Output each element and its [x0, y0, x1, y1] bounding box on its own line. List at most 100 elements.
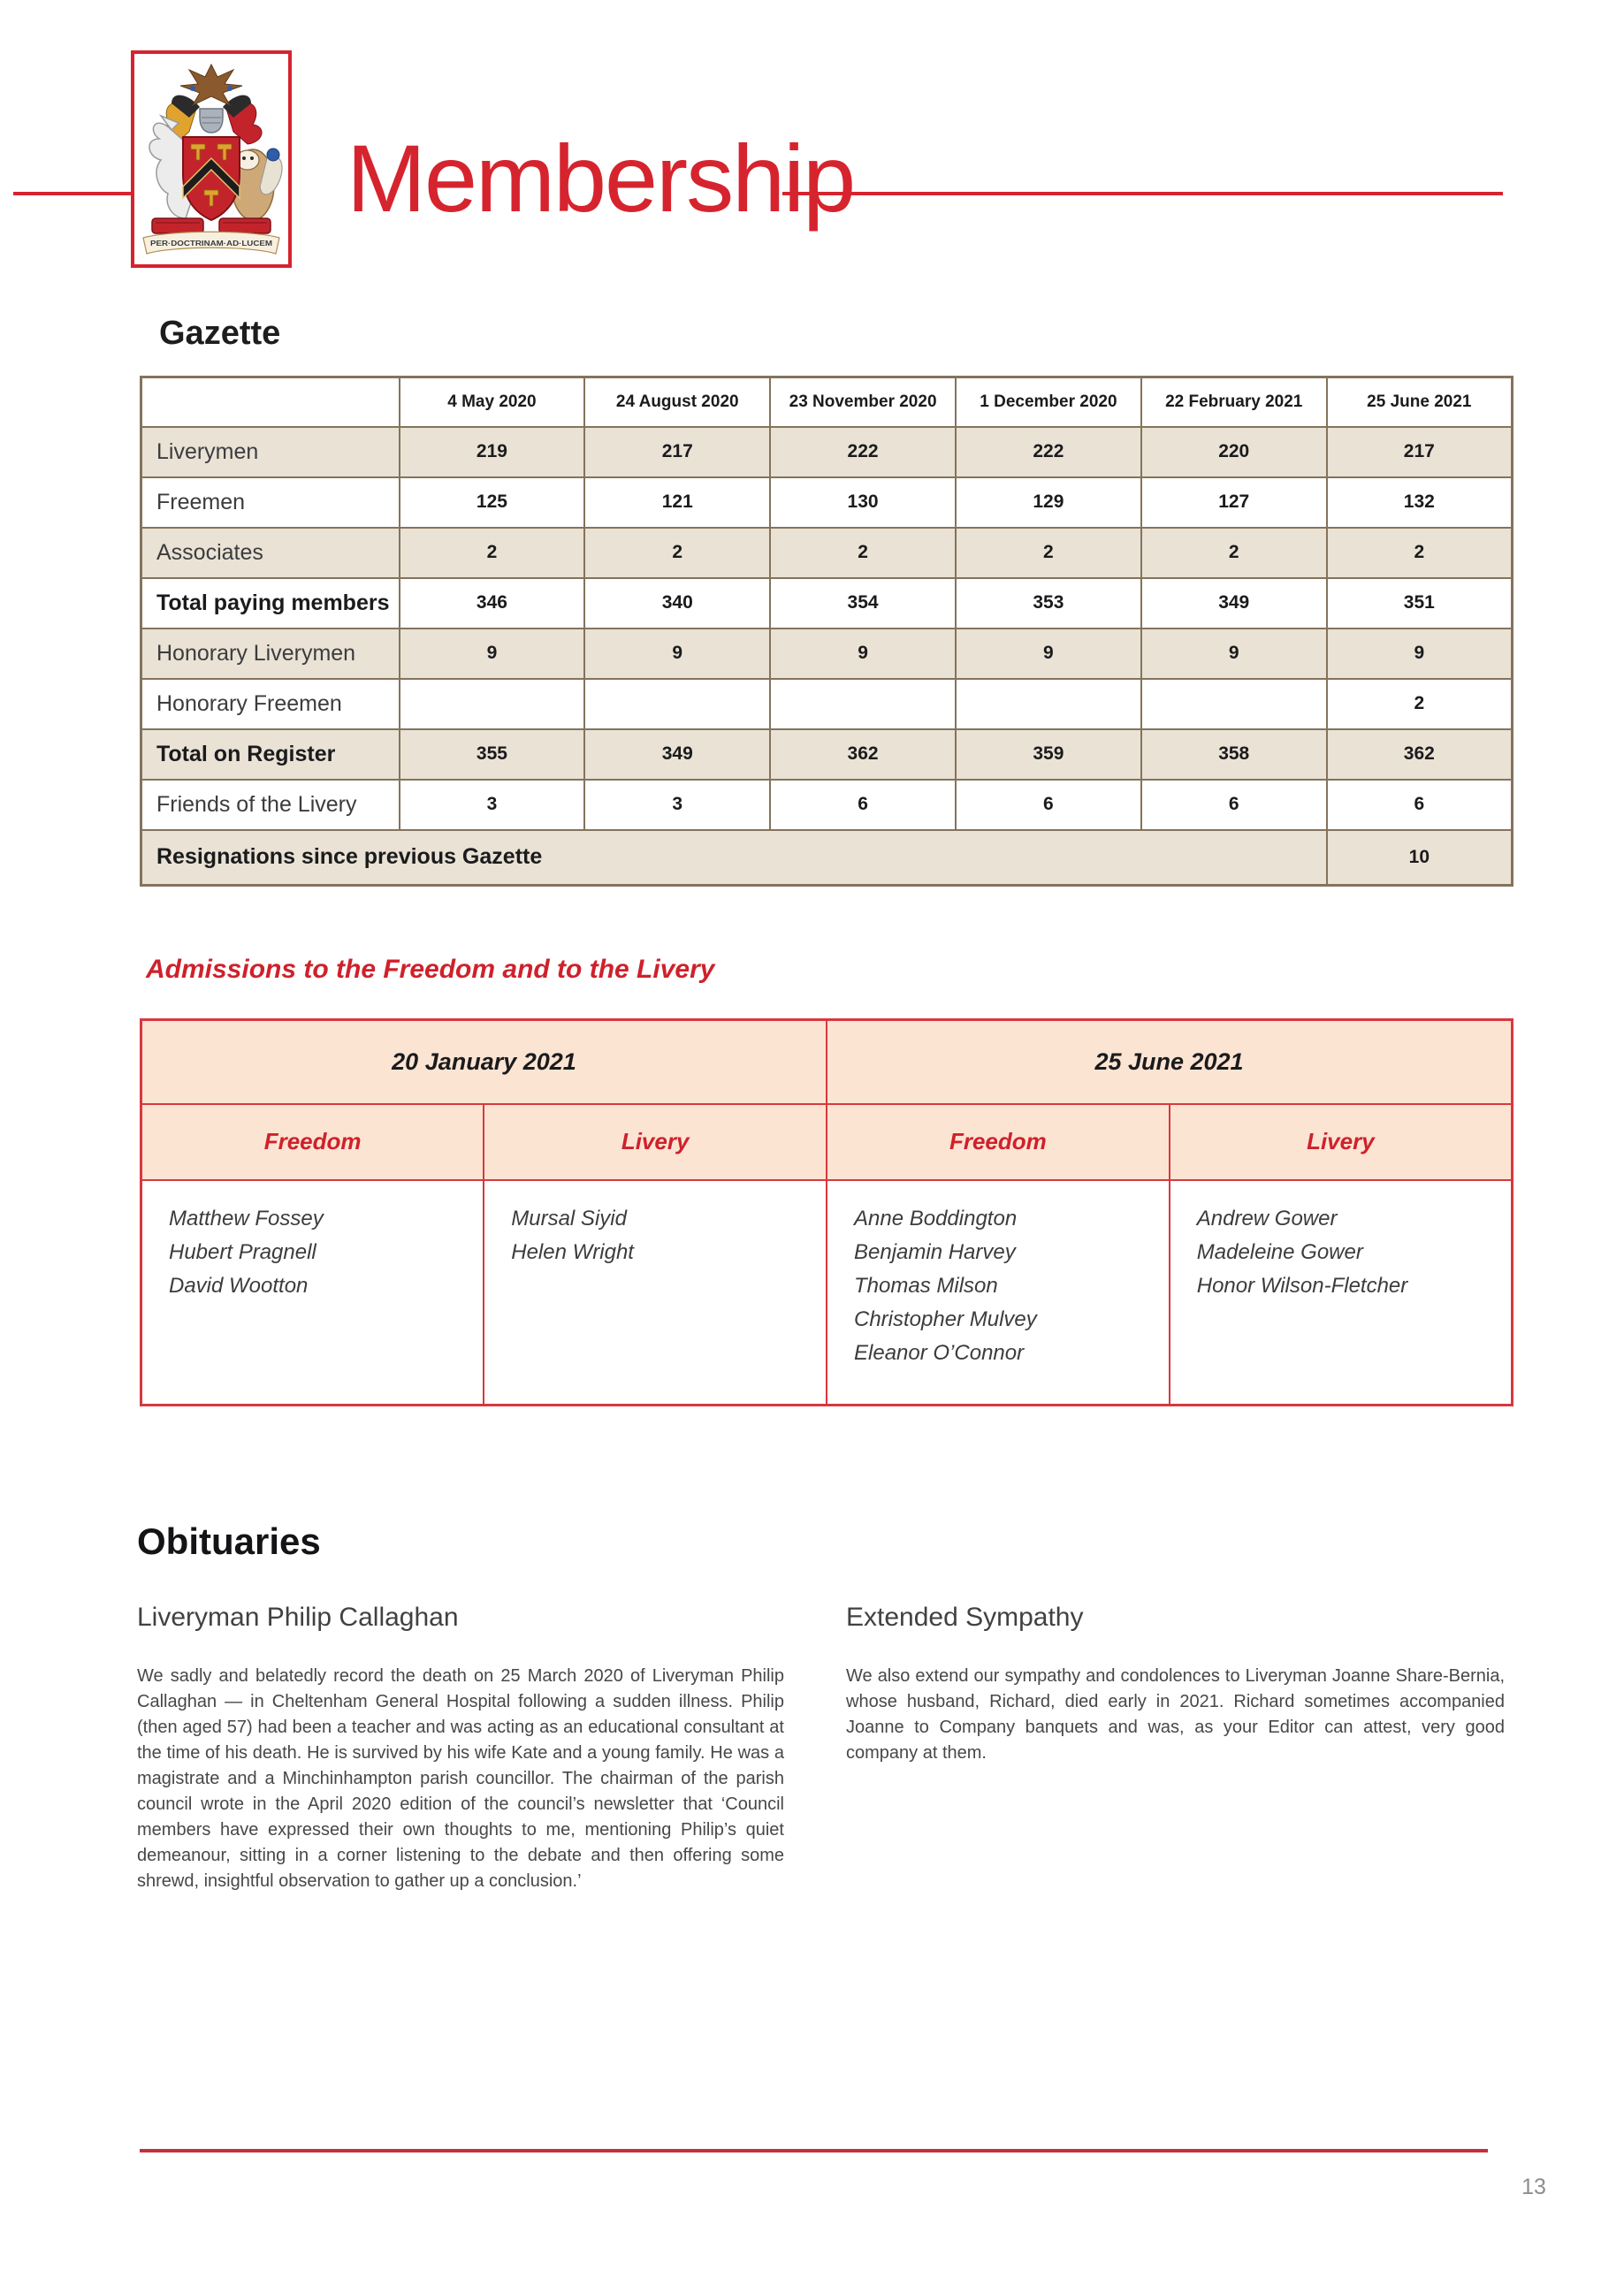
admissions-heading: Admissions to the Freedom and to the Liv…: [146, 955, 715, 984]
gazette-value-cell: 9: [954, 627, 1142, 680]
gazette-value-cell: 6: [1140, 778, 1328, 831]
gazette-column-header: 22 February 2021: [1140, 376, 1328, 428]
gazette-value-cell: [1140, 677, 1328, 730]
shield-charges: [190, 143, 233, 207]
book-right: [218, 217, 271, 234]
motto-text: PER·DOCTRINAM·AD·LUCEM: [150, 240, 272, 248]
admission-name: David Wootton: [169, 1273, 309, 1298]
gazette-value-cell: 219: [398, 425, 586, 478]
gazette-value-cell: [769, 677, 957, 730]
obituary-body-callaghan: We sadly and belatedly record the death …: [137, 1666, 784, 1891]
admissions-col-freedom: Freedom: [140, 1102, 485, 1181]
admissions-col-livery: Livery: [1168, 1102, 1513, 1181]
gazette-row: Honorary Freemen 2: [140, 677, 1513, 730]
gazette-value-cell: 132: [1325, 476, 1513, 529]
gazette-value-cell: 2: [398, 526, 586, 579]
admissions-names-freedom-jan: Matthew Fossey Hubert Pragnell David Woott…: [140, 1178, 485, 1406]
mantling-left-dark: [172, 95, 200, 118]
gazette-value-cell: 222: [954, 425, 1142, 478]
shield-chevron: [182, 156, 240, 200]
admissions-col-livery: Livery: [483, 1102, 827, 1181]
admission-name: Mursal Siyid: [511, 1206, 627, 1230]
admission-name: Eleanor O’Connor: [854, 1340, 1025, 1365]
admission-name: Honor Wilson-Fletcher: [1196, 1273, 1408, 1298]
gazette-value-cell: 358: [1140, 728, 1328, 781]
eagle-roundel-right: [227, 86, 233, 91]
gazette-row: Total paying members 346 340 354 353 349 351: [140, 576, 1513, 629]
owl-roundel: [266, 148, 280, 162]
gazette-value-cell: 220: [1140, 425, 1328, 478]
gazette-value-cell: 6: [954, 778, 1142, 831]
page-number: 13: [1521, 2175, 1546, 2199]
gazette-value-cell: 2: [1325, 677, 1513, 730]
gazette-row-label: Total paying members: [140, 576, 400, 629]
gazette-value-cell: 349: [583, 728, 772, 781]
gazette-row: Resignations since previous Gazette 10: [140, 828, 1513, 887]
admission-name: Andrew Gower: [1196, 1206, 1338, 1230]
admissions-names-freedom-jun: Anne Boddington Benjamin Harvey Thomas Mil…: [826, 1178, 1170, 1406]
gazette-value-cell: 359: [954, 728, 1142, 781]
crest-eagle: [179, 63, 243, 107]
gazette-value-cell: 129: [954, 476, 1142, 529]
gazette-heading: Gazette: [159, 315, 281, 352]
admissions-session-date: 25 June 2021: [826, 1018, 1513, 1105]
gazette-column-header: 4 May 2020: [398, 376, 586, 428]
gazette-value-cell: 10: [1325, 828, 1513, 887]
gazette-value-cell: 362: [1325, 728, 1513, 781]
obituary-subheading-sympathy: Extended Sympathy: [846, 1603, 1084, 1632]
eagle-roundel-left: [190, 86, 195, 91]
admissions-date-row: 20 January 2021 25 June 2021: [140, 1018, 1513, 1105]
obituary-subheading-callaghan: Liveryman Philip Callaghan: [137, 1603, 459, 1632]
gazette-value-cell: 2: [954, 526, 1142, 579]
gazette-row-label: Associates: [140, 526, 400, 579]
gazette-row: Honorary Liverymen 9 9 9 9 9 9: [140, 627, 1513, 680]
gazette-value-cell: 2: [769, 526, 957, 579]
admissions-names-livery-jun: Andrew Gower Madeleine Gower Honor Wilson-…: [1168, 1178, 1513, 1406]
gazette-value-cell: 9: [1325, 627, 1513, 680]
gazette-value-cell: 9: [1140, 627, 1328, 680]
company-crest: PER·DOCTRINAM·AD·LUCEM: [142, 63, 283, 255]
admissions-column-row: Freedom Livery Freedom Livery: [140, 1102, 1513, 1181]
title-rule-right: [782, 192, 1503, 195]
admission-name: Matthew Fossey: [169, 1206, 324, 1230]
gazette-row-label: Honorary Liverymen: [140, 627, 400, 680]
admission-name: Christopher Mulvey: [854, 1307, 1037, 1331]
gazette-value-cell: 2: [583, 526, 772, 579]
obituary-body-sympathy: We also extend our sympathy and condolen…: [846, 1666, 1505, 1763]
admission-name: Madeleine Gower: [1196, 1239, 1363, 1264]
gazette-row-label: Resignations since previous Gazette: [140, 828, 1328, 887]
mantling-right-dark: [223, 95, 251, 118]
admissions-names-row: Matthew Fossey Hubert Pragnell David Woott…: [140, 1178, 1513, 1406]
gazette-column-header: 25 June 2021: [1325, 376, 1513, 428]
gazette-corner-cell: [140, 376, 400, 428]
gazette-value-cell: 9: [583, 627, 772, 680]
gazette-row-label: Friends of the Livery: [140, 778, 400, 831]
admissions-table: 20 January 2021 25 June 2021 Freedom Liv…: [140, 1018, 1513, 1406]
gazette-value-cell: 353: [954, 576, 1142, 629]
gazette-column-header: 24 August 2020: [583, 376, 772, 428]
gazette-value-cell: 351: [1325, 576, 1513, 629]
admission-name: Helen Wright: [511, 1239, 634, 1264]
dragon-head: [158, 114, 180, 132]
company-crest-frame: PER·DOCTRINAM·AD·LUCEM: [131, 50, 292, 268]
title-rule-left: [13, 192, 131, 195]
gazette-row: Total on Register 355 349 362 359 358 362: [140, 728, 1513, 781]
gazette-value-cell: 9: [769, 627, 957, 680]
gazette-value-cell: 354: [769, 576, 957, 629]
gazette-value-cell: 3: [398, 778, 586, 831]
gazette-value-cell: 222: [769, 425, 957, 478]
gazette-value-cell: 349: [1140, 576, 1328, 629]
motto-ribbon: [142, 231, 280, 255]
gazette-row: Liverymen 219 217 222 222 220 217: [140, 425, 1513, 478]
gazette-row-label: Freemen: [140, 476, 400, 529]
admission-name: Anne Boddington: [854, 1206, 1018, 1230]
admission-name: Hubert Pragnell: [169, 1239, 316, 1264]
obituaries-heading: Obituaries: [137, 1520, 321, 1562]
gazette-header-row: 4 May 2020 24 August 2020 23 November 2020…: [140, 376, 1513, 428]
gazette-column-header: 23 November 2020: [769, 376, 957, 428]
gazette-value-cell: 127: [1140, 476, 1328, 529]
admissions-names-livery-jan: Mursal Siyid Helen Wright: [483, 1178, 827, 1406]
gazette-row: Associates 2 2 2 2 2 2: [140, 526, 1513, 579]
gazette-value-cell: 362: [769, 728, 957, 781]
